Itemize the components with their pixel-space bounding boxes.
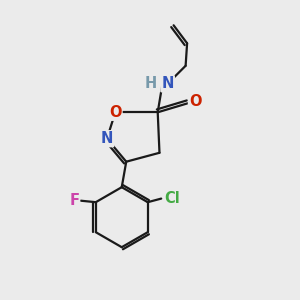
Text: Cl: Cl	[165, 191, 181, 206]
Text: F: F	[69, 193, 79, 208]
Text: N: N	[101, 131, 113, 146]
Text: H: H	[145, 76, 157, 91]
Text: O: O	[109, 105, 122, 120]
Text: N: N	[161, 76, 174, 91]
Text: O: O	[189, 94, 202, 109]
